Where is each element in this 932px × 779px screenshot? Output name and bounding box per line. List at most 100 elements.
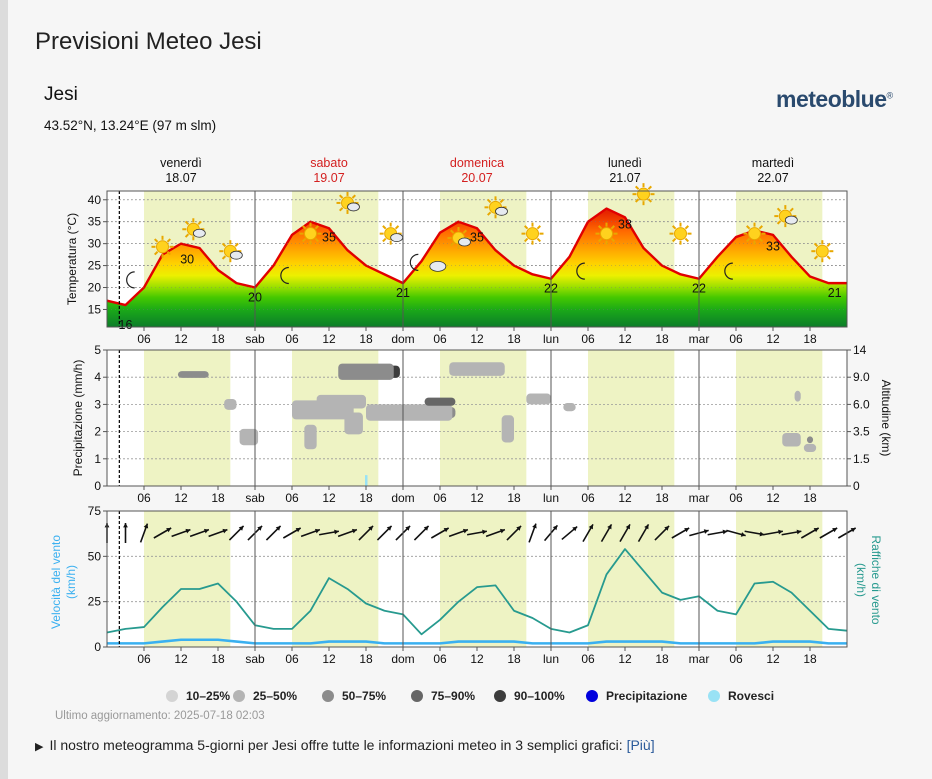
sun-disc: [526, 227, 539, 241]
sun-ray: [166, 251, 171, 256]
day-name: venerdì: [160, 156, 202, 170]
arrow-head: [351, 528, 357, 534]
arrow-head: [238, 525, 244, 531]
wind-x-tick-label: lun: [543, 652, 559, 666]
wind-x-tick-label: 18: [359, 652, 373, 666]
cloud-cover-blob: [292, 400, 354, 420]
page-title: Previsioni Meteo Jesi: [35, 28, 262, 55]
altitude-y-axis-label: Altitudine (km): [879, 380, 893, 457]
arrow-head: [405, 525, 411, 531]
sun-disc: [156, 240, 169, 254]
sun-cloud-icon: [336, 191, 360, 214]
moon-crescent: [280, 266, 289, 285]
gust-y-axis-label-line2: (km/h): [854, 563, 868, 597]
wind-direction-arrow: [485, 528, 506, 538]
sun-cloud-icon: [774, 205, 798, 228]
moon-icon: [280, 266, 289, 285]
wind-direction-arrow: [528, 523, 537, 543]
sun-ray: [536, 237, 541, 243]
wind-x-tick-label: mar: [689, 652, 710, 666]
precip-daylight-band: [736, 350, 823, 486]
cloud-cover-blob: [177, 371, 209, 378]
moon-crescent: [724, 262, 733, 280]
temp-x-tick-label: 12: [766, 332, 780, 346]
arrow-head: [796, 529, 802, 535]
sun-icon: [595, 222, 618, 245]
precip-x-tick-label: 18: [803, 491, 817, 505]
wind-direction-arrow: [171, 528, 191, 538]
sun-ray: [524, 237, 529, 243]
sun-ray: [314, 225, 319, 230]
cloud-cover-blob: [366, 404, 453, 421]
legend-label: 25–50%: [253, 689, 297, 703]
cloud-cover-blob: [424, 397, 456, 406]
temp-y-tick-label: 20: [88, 281, 102, 295]
legend-label: Rovesci: [728, 689, 774, 703]
arrow-head: [778, 529, 783, 535]
wind-direction-arrow: [153, 527, 172, 539]
wind-x-tick-label: 12: [174, 652, 188, 666]
wind-x-tick-label: 06: [581, 652, 595, 666]
arrow-head: [123, 523, 128, 528]
sun-ray: [635, 198, 640, 203]
arrow-head: [588, 524, 593, 530]
temp-x-tick-label: 12: [618, 332, 632, 346]
precip-x-tick-label: 12: [322, 491, 336, 505]
precip-x-tick-label: 18: [211, 491, 225, 505]
temp-extreme-label: 35: [470, 231, 484, 245]
temp-x-tick-label: 06: [433, 332, 447, 346]
cloud-cover-blob: [224, 398, 237, 410]
temp-x-tick-label: 18: [359, 332, 373, 346]
sun-ray: [351, 194, 356, 199]
arrow-head: [443, 528, 449, 533]
sun-ray: [487, 198, 492, 204]
temp-y-tick-label: 15: [88, 302, 102, 316]
arrow-head: [625, 524, 630, 530]
arrow-head: [368, 525, 374, 531]
arrow-head: [275, 525, 281, 531]
sun-ray: [499, 198, 504, 204]
sun-ray: [462, 229, 467, 234]
sun-ray: [672, 225, 677, 230]
cloud-cover-blob: [782, 432, 801, 447]
altitude-y2-tick-label: 9.0: [853, 370, 870, 384]
arrow-head: [386, 525, 392, 531]
cloud-shape: [458, 237, 471, 247]
wind-y-tick-label: 25: [88, 595, 102, 609]
day-date: 18.07: [165, 171, 196, 185]
sun-ray: [154, 251, 159, 256]
wind-direction-arrow: [208, 528, 228, 538]
precip-y-tick-label: 5: [94, 343, 101, 357]
meteoblue-logo[interactable]: meteoblue®: [776, 86, 893, 113]
legend-swatch: [233, 690, 245, 702]
temp-x-tick-label: mar: [689, 332, 710, 346]
precip-x-tick-label: mar: [689, 491, 710, 505]
footer-more-link[interactable]: [Più]: [626, 737, 655, 753]
arrow-head: [759, 531, 765, 537]
arrow-head: [532, 523, 537, 529]
precip-x-tick-label: 12: [174, 491, 188, 505]
arrow-head: [257, 525, 263, 531]
legend-label: 10–25%: [186, 689, 230, 703]
temp-y-tick-label: 35: [88, 215, 102, 229]
temp-x-tick-label: 12: [470, 332, 484, 346]
sun-icon: [521, 222, 544, 245]
precip-x-tick-label: 18: [359, 491, 373, 505]
sun-disc: [637, 187, 650, 201]
legend-swatch: [708, 690, 720, 702]
legend-label: Precipitazione: [606, 689, 688, 703]
wind-direction-arrow: [506, 525, 522, 541]
sun-ray: [339, 194, 344, 199]
sun-ray: [154, 238, 159, 243]
wind-x-tick-label: 18: [211, 652, 225, 666]
wind-direction-arrow: [448, 528, 469, 538]
sun-disc: [600, 227, 613, 241]
cloud-cover-blob: [563, 403, 576, 412]
temp-x-tick-label: 18: [507, 332, 521, 346]
arrow-head: [832, 528, 838, 533]
wind-daylight-band: [588, 511, 675, 647]
arrow-head: [185, 528, 191, 534]
wind-direction-arrow: [300, 528, 321, 538]
expand-triangle-icon[interactable]: ▶: [35, 741, 44, 753]
day-name: domenica: [450, 156, 504, 170]
